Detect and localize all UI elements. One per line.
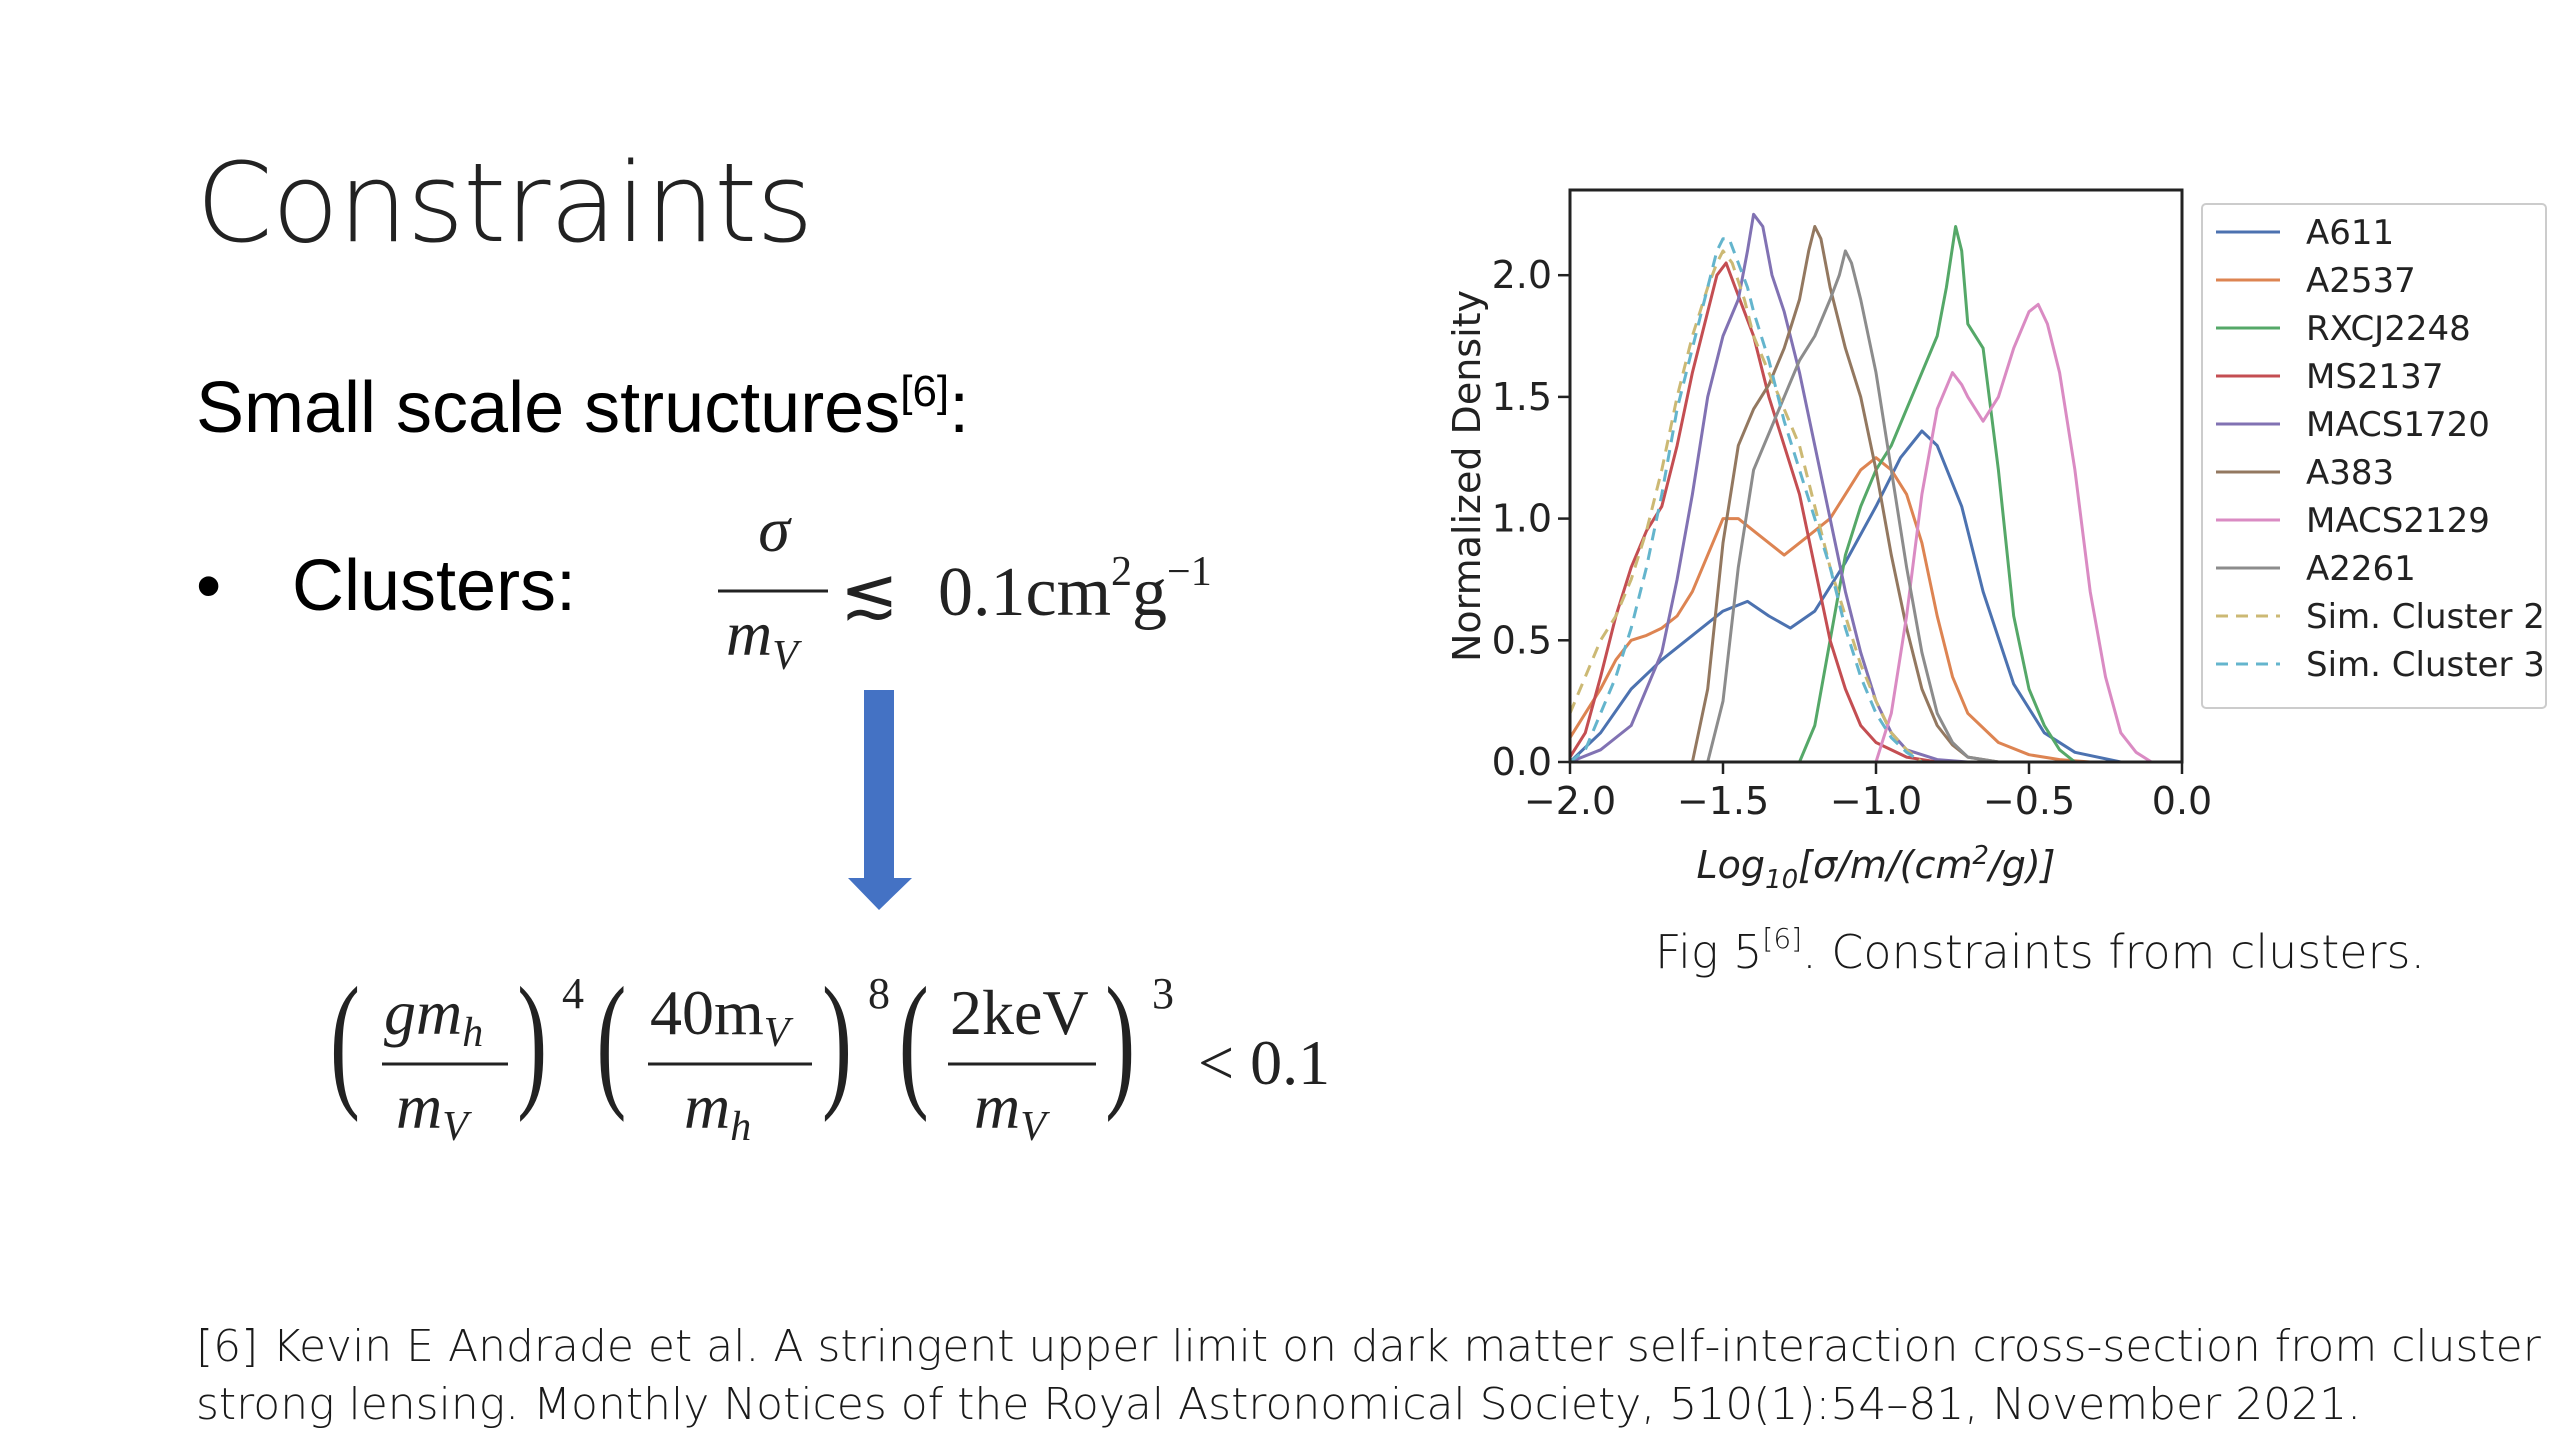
series-lines (1570, 212, 2153, 762)
series-line-a2261 (1706, 249, 1999, 762)
eq1-denominator: mV (726, 598, 802, 679)
subtitle-text: Small scale structures (196, 368, 901, 448)
legend-label: MS2137 (2306, 357, 2443, 397)
legend-label: Sim. Cluster 3 (2306, 645, 2545, 685)
legend-label: A2261 (2306, 549, 2416, 589)
y-axis-label: Normalized Density (1445, 290, 1489, 662)
legend-label: A383 (2306, 453, 2394, 493)
x-tick-label: −0.5 (1983, 779, 2075, 823)
reference-line-2: strong lensing. Monthly Notices of the R… (196, 1379, 2362, 1430)
eq2-f3-denominator: mV (974, 1071, 1050, 1150)
mass-ratio-inequality: ( gmh mV ) 4 ( 40mV mh ) 8 ( 2keV mV ) 3… (330, 960, 1330, 1150)
y-tick-label: 1.5 (1492, 375, 1552, 419)
legend-label: MACS1720 (2306, 405, 2490, 445)
eq2-exp-2: 8 (868, 969, 890, 1018)
legend-label: Sim. Cluster 2 (2306, 597, 2545, 637)
eq2-paren-close-2: ) (822, 960, 852, 1123)
series-line-a383 (1690, 225, 1999, 762)
eq2-paren-close-1: ) (517, 960, 547, 1123)
series-line-sim-cluster-3 (1570, 237, 1923, 762)
series-line-sim-cluster-2 (1570, 249, 1923, 762)
subtitle: Small scale structures[6]: (196, 367, 969, 445)
eq1-value: 0.1cm2g−1 (938, 549, 1212, 631)
legend-label: RXCJ2248 (2306, 309, 2471, 349)
eq1-relation: ≲ (840, 556, 899, 633)
arrow-shape (848, 690, 912, 910)
x-tick-label: −1.5 (1677, 779, 1769, 823)
bullet-icon: • (196, 546, 222, 626)
x-axis-label: Log10[σ/m/(cm2/g)] (1696, 841, 2055, 890)
density-chart-svg: −2.0 −1.5 −1.0 −0.5 0.0 0.0 0.5 1.0 1.5 2.0Normal… (1445, 188, 2547, 895)
series-line-ms2137 (1570, 261, 1938, 762)
subtitle-colon: : (949, 368, 970, 448)
eq2-exp-3: 3 (1152, 969, 1174, 1018)
reference-line-1: [6] Kevin E Andrade et al. A stringent u… (196, 1321, 2541, 1372)
density-chart: −2.0 −1.5 −1.0 −0.5 0.0 0.0 0.5 1.0 1.5 2.0 Normal… (1420, 170, 2560, 895)
eq2-paren-open-3: ( (899, 960, 929, 1123)
subtitle-citation[interactable]: [6] (900, 367, 950, 416)
legend-box (2201, 203, 2547, 709)
x-tick-label: −2.0 (1524, 779, 1616, 823)
caption-prefix: Fig 5 (1655, 925, 1763, 979)
eq2-f1-numerator: gmh (384, 977, 483, 1056)
eq2-paren-open-2: ( (596, 960, 626, 1123)
eq2-f2-denominator: mh (684, 1071, 751, 1150)
cross-section-inequality: σ mV ≲ 0.1cm2g−1 (718, 505, 1212, 679)
down-arrow-icon (848, 690, 912, 910)
caption-citation[interactable]: [6] (1762, 922, 1803, 955)
eq2-relation: < 0.1 (1198, 1027, 1330, 1098)
y-tick-label: 0.5 (1492, 618, 1552, 662)
y-tick-label: 2.0 (1492, 253, 1552, 297)
y-tick-label: 1.0 (1492, 497, 1552, 541)
bullet-label: Clusters: (292, 546, 577, 626)
caption-suffix: . Constraints from clusters. (1802, 925, 2426, 979)
legend-label: MACS2129 (2306, 501, 2490, 541)
eq2-paren-open-1: ( (330, 960, 360, 1123)
eq2-exp-1: 4 (562, 969, 584, 1018)
y-tick-label: 0.0 (1492, 740, 1552, 784)
series-line-macs1720 (1570, 212, 1968, 762)
slide-title: Constraints (196, 139, 814, 267)
reference-footnote: [6] Kevin E Andrade et al. A stringent u… (196, 1318, 2541, 1434)
eq2-paren-close-3: ) (1105, 960, 1135, 1123)
legend-label: A611 (2306, 213, 2394, 253)
figure-caption: Fig 5[6]. Constraints from clusters. (1655, 922, 2425, 979)
x-tick-label: 0.0 (2152, 779, 2212, 823)
eq2-f3-numerator: 2keV (950, 977, 1089, 1048)
series-line-a2537 (1570, 456, 2091, 762)
legend-label: A2537 (2306, 261, 2416, 301)
series-line-rxcj2248 (1798, 225, 2076, 762)
eq1-numerator: σ (758, 505, 792, 565)
eq2-f1-denominator: mV (396, 1071, 472, 1150)
eq2-f2-numerator: 40mV (650, 977, 794, 1056)
x-tick-label: −1.0 (1830, 779, 1922, 823)
series-line-macs2129 (1874, 302, 2153, 762)
